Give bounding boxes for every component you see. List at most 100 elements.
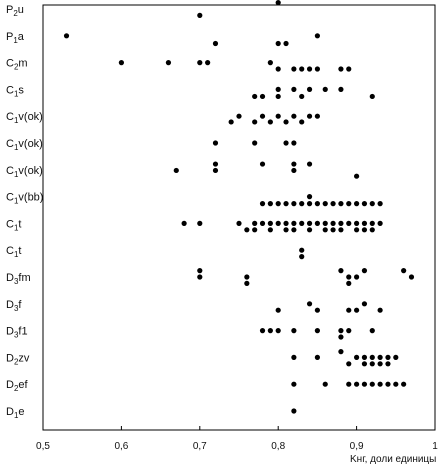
data-point — [385, 361, 391, 367]
data-point — [306, 66, 313, 72]
data-point — [291, 140, 297, 146]
data-point — [165, 60, 172, 66]
data-point — [346, 381, 352, 387]
data-point — [338, 328, 344, 334]
data-point — [338, 334, 344, 340]
data-point — [212, 40, 219, 47]
data-point — [259, 201, 266, 207]
data-point — [299, 119, 305, 125]
category-label: D3f1 — [6, 326, 28, 340]
data-point — [322, 86, 328, 92]
data-point — [212, 167, 219, 174]
data-point — [267, 60, 273, 66]
data-point — [118, 60, 124, 66]
data-point — [275, 40, 281, 47]
data-point — [314, 220, 320, 226]
data-point — [361, 361, 368, 367]
data-point — [291, 220, 297, 226]
data-point — [354, 227, 360, 233]
category-label: C1v(bb) — [6, 192, 43, 206]
data-point — [354, 354, 360, 360]
data-point — [252, 119, 258, 125]
data-point — [212, 161, 219, 167]
data-point — [306, 301, 313, 307]
data-point — [393, 381, 399, 387]
data-point — [283, 201, 289, 207]
data-point — [306, 113, 313, 119]
data-point — [244, 227, 250, 233]
data-point — [259, 220, 266, 226]
data-point — [322, 201, 328, 207]
data-point — [228, 119, 234, 125]
data-point — [401, 381, 407, 387]
data-point — [354, 220, 360, 226]
data-point — [338, 227, 344, 233]
data-point — [267, 227, 273, 233]
x-tick-label: 0,8 — [271, 441, 285, 452]
data-point — [322, 220, 328, 226]
data-point — [252, 220, 258, 226]
data-point — [275, 113, 281, 119]
data-point — [401, 268, 407, 274]
data-point — [275, 66, 281, 72]
data-point — [314, 66, 320, 72]
data-point — [283, 220, 289, 226]
category-label: D1e — [6, 406, 25, 420]
data-point — [369, 361, 375, 367]
data-point — [291, 66, 297, 72]
data-point — [377, 307, 383, 313]
data-point — [361, 227, 368, 233]
data-point — [291, 201, 297, 207]
data-points — [63, 0, 415, 414]
data-point — [322, 227, 328, 233]
category-label: C2m — [6, 58, 28, 72]
data-point — [197, 60, 203, 66]
data-point — [346, 307, 352, 313]
data-point — [354, 274, 360, 280]
data-point — [330, 220, 336, 226]
x-tick-label: 0,6 — [114, 441, 128, 452]
data-point — [314, 328, 320, 334]
data-point — [354, 173, 360, 179]
data-point — [244, 280, 250, 286]
data-point — [322, 381, 328, 387]
data-point — [299, 220, 305, 226]
data-point — [346, 201, 352, 207]
data-point — [283, 227, 289, 233]
category-label: P2u — [6, 4, 24, 18]
data-point — [275, 0, 281, 6]
data-point — [205, 60, 211, 66]
data-point — [259, 328, 266, 334]
data-point — [283, 140, 289, 146]
data-point — [275, 86, 281, 92]
data-point — [267, 220, 273, 226]
data-point — [275, 93, 281, 100]
data-point — [346, 274, 352, 280]
category-label: C1v(ok) — [6, 111, 43, 125]
data-point — [236, 113, 242, 119]
category-label: D2zv — [6, 352, 30, 366]
data-point — [369, 93, 375, 100]
data-point — [314, 201, 320, 207]
data-point — [259, 93, 266, 100]
data-point — [291, 227, 297, 233]
data-point — [197, 268, 203, 274]
data-point — [369, 354, 375, 360]
data-point — [369, 220, 375, 226]
data-point — [259, 161, 266, 167]
data-point — [377, 354, 383, 360]
data-point — [361, 381, 368, 387]
data-point — [346, 280, 352, 286]
data-point — [275, 220, 281, 226]
x-axis-tick-labels: 0,5 0,6 0,7 0,8 0,9 1 — [36, 441, 438, 452]
data-point — [197, 220, 203, 226]
data-point — [369, 227, 375, 233]
data-point — [377, 201, 383, 207]
data-point — [346, 361, 352, 367]
category-label: D3f — [6, 299, 22, 313]
x-tick-label: 0,7 — [193, 441, 207, 452]
data-point — [338, 268, 344, 274]
data-point — [252, 93, 258, 100]
data-point — [173, 167, 179, 174]
data-point — [377, 220, 383, 226]
